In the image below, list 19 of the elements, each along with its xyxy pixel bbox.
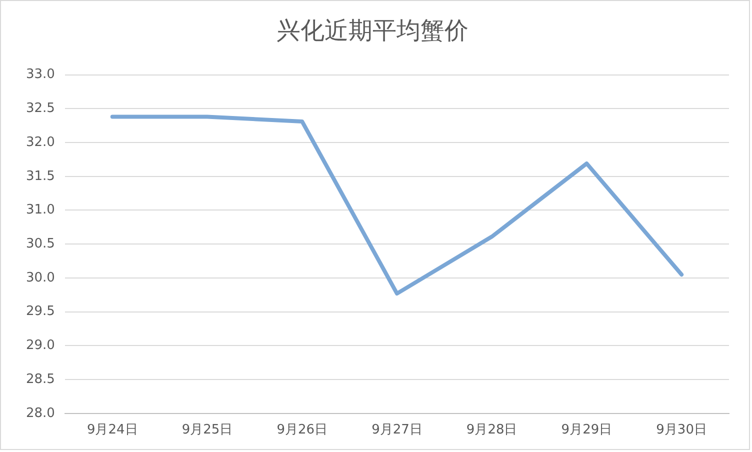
y-tick-label: 29.0 xyxy=(26,338,55,354)
x-tick-label: 9月27日 xyxy=(372,422,422,438)
y-tick-label: 29.5 xyxy=(26,304,55,320)
x-tick-label: 9月24日 xyxy=(86,422,138,438)
y-tick-label: 32.0 xyxy=(26,134,55,150)
y-tick-label: 33.0 xyxy=(26,67,55,82)
chart-title: 兴化近期平均蟹价 xyxy=(276,16,468,45)
x-tick-label: 9月25日 xyxy=(182,422,233,438)
y-tick-label: 32.5 xyxy=(26,101,55,116)
x-tick-label: 9月29日 xyxy=(561,422,612,438)
y-tick-label: 30.0 xyxy=(26,270,55,286)
y-tick-label: 31.5 xyxy=(26,168,55,184)
y-tick-label: 28.5 xyxy=(26,372,55,387)
y-tick-label: 30.5 xyxy=(26,236,55,252)
x-tick-label: 9月28日 xyxy=(466,422,518,438)
y-tick-label: 28.0 xyxy=(26,406,55,421)
x-tick-label: 9月30日 xyxy=(656,422,707,438)
y-tick-label: 31.0 xyxy=(26,202,55,218)
x-tick-label: 9月26日 xyxy=(276,422,328,438)
